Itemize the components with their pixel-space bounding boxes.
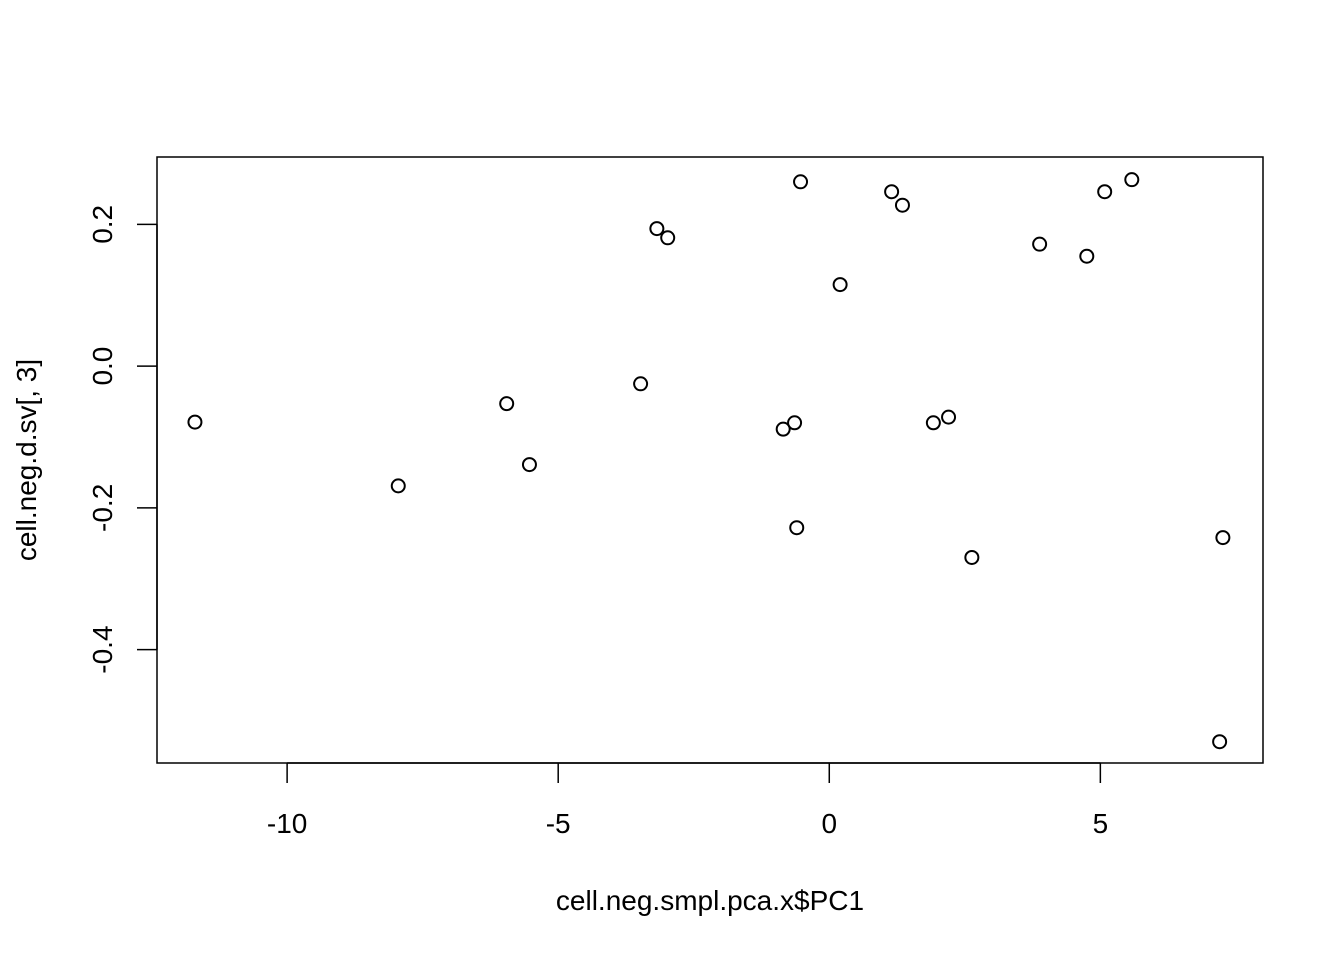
data-point: [187, 414, 203, 430]
x-tick-label: 5: [1093, 808, 1109, 839]
data-point: [964, 549, 980, 565]
data-point: [793, 174, 809, 190]
data-point: [1097, 184, 1113, 200]
data-point: [660, 230, 676, 246]
x-tick-label: 0: [821, 808, 837, 839]
x-tick-label: -5: [546, 808, 571, 839]
data-point: [1079, 248, 1095, 264]
data-point: [884, 184, 900, 200]
y-axis-title: cell.neg.d.sv[, 3]: [11, 359, 42, 561]
data-point: [894, 197, 910, 213]
data-point: [1212, 734, 1228, 750]
data-point: [649, 221, 665, 237]
data-point: [633, 376, 649, 392]
data-point: [775, 421, 791, 437]
y-tick-label: -0.2: [87, 484, 118, 532]
x-tick-label: -10: [267, 808, 307, 839]
data-point: [1124, 172, 1140, 188]
plot-frame: [156, 156, 1264, 764]
data-point: [499, 396, 515, 412]
data-point: [390, 478, 406, 494]
data-point: [521, 457, 537, 473]
data-point: [789, 520, 805, 536]
y-tick-label: 0.0: [87, 347, 118, 386]
y-tick-label: -0.4: [87, 625, 118, 673]
y-axis: -0.4 -0.2 0.0 0.2: [87, 205, 158, 674]
x-axis: -10 -5 0 5: [267, 762, 1109, 839]
x-axis-title: cell.neg.smpl.pca.x$PC1: [556, 885, 864, 916]
data-points: [187, 172, 1231, 750]
data-point: [1032, 236, 1048, 252]
data-point: [941, 409, 957, 425]
data-point: [925, 415, 941, 431]
data-point: [1215, 530, 1231, 546]
data-point: [787, 415, 803, 431]
y-tick-label: 0.2: [87, 205, 118, 244]
data-point: [832, 277, 848, 293]
